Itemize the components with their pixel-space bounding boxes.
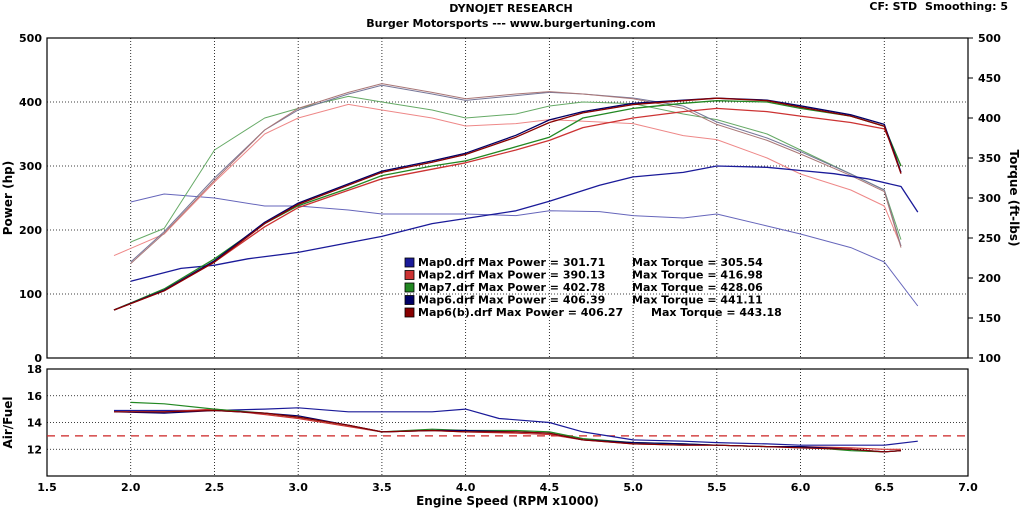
power-torque-panel (46, 37, 969, 359)
legend-torque-text: Max Torque = 441.11 (632, 294, 763, 307)
chart-subtitle: Burger Motorsports --- www.burgertuning.… (366, 17, 656, 30)
cf-label: CF: STD (869, 0, 918, 13)
power-curve-Map6 (113, 97, 902, 311)
y2-tick-label-torque: 150 (978, 312, 1001, 325)
y2-tick-label-torque: 300 (978, 192, 1001, 205)
power-curve-Map6(b) (113, 97, 902, 311)
y2-tick-label-torque: 500 (978, 32, 1001, 45)
legend-swatch (404, 282, 415, 293)
y-tick-label-power: 400 (19, 96, 42, 109)
x-tick-label: 1.5 (37, 481, 57, 494)
legend-swatch (404, 257, 415, 268)
legend-power-text: Map6(b).drf Max Power = 406.27 (418, 306, 623, 319)
power-curve-Map0 (130, 165, 919, 282)
chart-title: DYNOJET RESEARCH (449, 2, 573, 15)
afr-curve-Map0 (114, 407, 918, 446)
y-axis-label-afr: Air/Fuel (1, 396, 15, 448)
y2-tick-label-torque: 350 (978, 152, 1001, 165)
x-tick-label: 3.0 (288, 481, 308, 494)
y2-tick-label-torque: 450 (978, 72, 1001, 85)
legend-torque-text: Max Torque = 443.18 (651, 306, 782, 319)
torque-curve-Map6(b) (130, 83, 902, 264)
smoothing-label: Smoothing: 5 (925, 0, 1008, 13)
x-tick-label: 2.5 (205, 481, 225, 494)
x-tick-label: 5.5 (707, 481, 727, 494)
x-tick-label: 3.5 (372, 481, 392, 494)
y2-tick-label-torque: 100 (978, 352, 1001, 365)
y-tick-label-power: 300 (19, 160, 42, 173)
x-tick-label: 4.5 (540, 481, 560, 494)
legend-swatch (404, 307, 415, 318)
x-axis-label: Engine Speed (RPM x1000) (416, 494, 599, 508)
y-axis-label-power: Power (hp) (1, 161, 15, 235)
y-tick-label-afr: 18 (27, 363, 42, 376)
y-tick-label-power: 200 (19, 224, 42, 237)
x-tick-label: 2.0 (121, 481, 141, 494)
y-tick-label-power: 500 (19, 32, 42, 45)
legend-power-text: Map7.drf Max Power = 402.78 (418, 281, 605, 294)
torque-curve-Map7 (130, 95, 902, 243)
run-settings: CF: STD Smoothing: 5 (865, 0, 1008, 13)
y2-tick-label-torque: 250 (978, 232, 1001, 245)
y2-tick-label-torque: 400 (978, 112, 1001, 125)
x-tick-label: 6.0 (791, 481, 811, 494)
y2-tick-label-torque: 200 (978, 272, 1001, 285)
legend-torque-text: Max Torque = 428.06 (632, 281, 763, 294)
x-tick-label: 4.0 (456, 481, 476, 494)
y-tick-label-afr: 16 (27, 390, 43, 403)
torque-curve-Map0 (130, 193, 919, 307)
y2-axis-label-torque: Torque (ft-lbs) (1007, 150, 1021, 247)
y-tick-label-power: 100 (19, 288, 42, 301)
x-tick-label: 5.0 (623, 481, 643, 494)
y-tick-label-power: 0 (34, 352, 42, 365)
x-tick-label: 7.0 (958, 481, 978, 494)
y-tick-label-afr: 12 (27, 443, 42, 456)
x-tick-label: 6.5 (875, 481, 895, 494)
torque-curve-Map2 (113, 103, 902, 257)
legend-power-text: Map2.drf Max Power = 390.13 (418, 269, 605, 282)
legend-power-text: Map6.drf Max Power = 406.39 (418, 294, 605, 307)
afr-curve-Map6(b) (114, 409, 902, 453)
legend-power-text: Map0.drf Max Power = 301.71 (418, 256, 605, 269)
legend-torque-text: Max Torque = 416.98 (632, 269, 763, 282)
legend-swatch (404, 270, 415, 280)
y-tick-label-afr: 14 (27, 417, 43, 430)
legend-torque-text: Max Torque = 305.54 (632, 256, 763, 269)
legend-swatch (404, 295, 415, 305)
power-curve-Map2 (113, 107, 902, 311)
